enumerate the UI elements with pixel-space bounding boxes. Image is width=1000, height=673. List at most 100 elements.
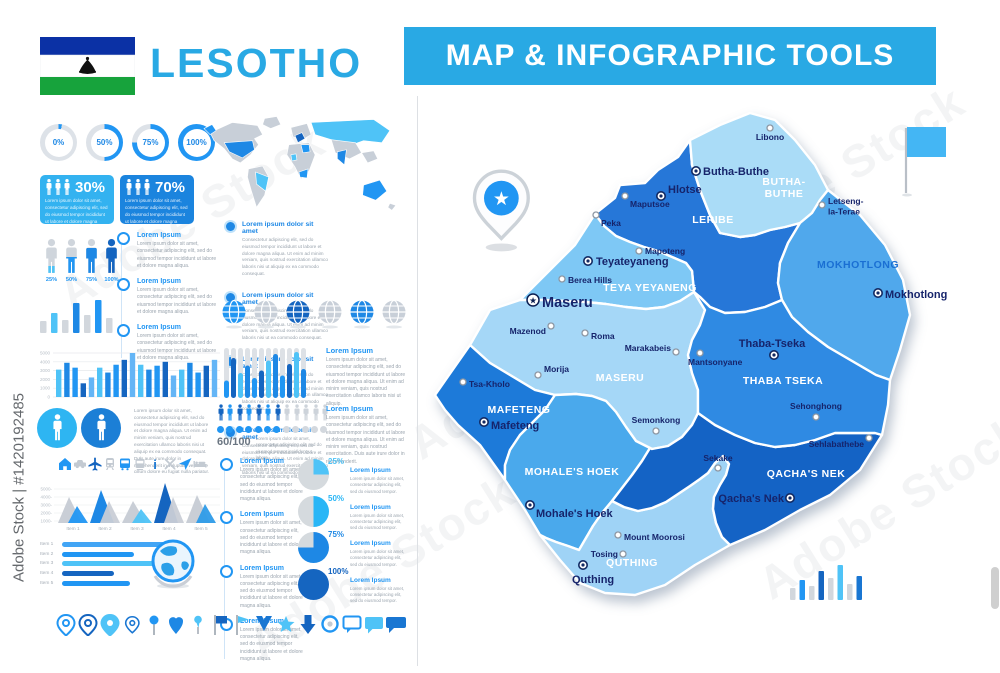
district-label: MAFETENG [488,404,551,416]
person-icon [313,404,319,421]
percent-label: 25% [45,277,58,283]
city-label: Mantsonyane [688,357,743,367]
timeline-list: Lorem Ipsum Lorem ipsum dolor sit amet, … [117,232,223,370]
pie-body: Lorem ipsum dolor sit amet, consectetur … [350,549,405,567]
bar [179,369,185,397]
axis-tick: 0 [47,395,50,400]
city-marker-dot [528,503,532,507]
hbar-row: Item 4 [40,569,200,579]
item-body: Lorem ipsum dolor sit amet, consectetur … [137,333,217,361]
district-label: QACHA'S NEK [767,468,846,480]
bar [195,372,201,397]
bar [828,578,834,600]
city-label: Mapoteng [645,246,685,256]
bar [790,588,796,600]
stat-value: 70% [155,179,186,196]
bar [154,365,160,397]
city-label: Mount Moorosi [624,532,685,542]
person-icon [52,414,62,441]
town-marker [558,275,566,283]
hbar [62,551,134,557]
person-icon [246,404,252,421]
dot-icon [282,426,290,433]
feature-body: Consectetur adipiscing elit, sed do eius… [242,237,328,277]
person-icon [237,404,243,421]
town-marker [652,427,660,435]
city-label: Thaba-Tseka [739,338,806,350]
city-label: Tsa-Kholo [469,379,510,389]
country-shape [433,111,912,597]
bar [837,565,843,600]
district-label: MOKHOTLONG [817,259,899,271]
timeline-dot-icon [117,278,130,291]
bar [84,315,91,333]
globe-icon [286,299,310,329]
bar [138,364,144,397]
axis-label: Item 3 [130,526,144,532]
bar [146,369,152,397]
axis-label: Item 4 [162,526,176,532]
speech-bubble-filled-icon [365,617,383,634]
hbar-row: Item 2 [40,550,200,560]
capsule-fill [280,375,285,398]
person-icon [227,404,234,421]
city-label: Teyateyaneng [596,256,669,268]
stat-card: 30% Lorem ipsum dolor sit amet, consecte… [40,175,114,231]
timeline-dot-icon [220,458,233,471]
hbar-row: Item 3 [40,559,200,569]
item-body: Lorem ipsum dolor sit amet, consectetur … [137,241,217,269]
item-body: Lorem ipsum dolor sit amet, consectetur … [240,626,303,662]
person-fill-chart [83,239,100,275]
dot-icon [235,426,243,433]
capsule-fill [301,369,306,398]
person-icon [55,179,61,195]
item-heading: Lorem Ipsum [137,324,181,331]
donut-chart: 0% [40,124,77,161]
flag-triangle-icon [236,615,249,635]
city-label: Mazenod [510,326,546,336]
bar [106,318,113,333]
peak [132,509,152,523]
town-marker [696,349,704,357]
city-label: Roma [591,331,615,341]
area-chart: 5000- 4000- 3000- 2000- 1000- Item 1 Ite… [40,483,220,532]
capsule-fill [252,378,257,398]
person-icon [265,404,271,421]
person-fill-chart [43,239,60,275]
capsule-fill [231,358,236,398]
female-circle-icon [81,408,121,448]
district-label: TEYA YEYANENG [603,282,697,294]
world-map [203,116,397,211]
bar [818,571,824,600]
heart-pin-icon [169,617,183,634]
town-marker [672,348,680,356]
feature-heading: Lorem ipsum dolor sit amet [242,291,314,306]
capsule-fill [259,370,264,398]
person-icon [46,179,52,195]
axis-tick: 5000- [40,487,52,492]
timeline-dot-icon [220,564,233,578]
pie-heading: Lorem Ipsum [350,576,391,584]
note-body: Lorem ipsum dolor sit amet, consectetur … [326,357,406,407]
axis-label: Item 5 [194,526,208,532]
globe-icon [350,299,374,329]
city-label: Quthing [572,574,614,586]
town-marker [459,378,467,386]
flag-icon [214,615,227,635]
dot-icon [217,426,224,433]
district-label: QUTHING [606,557,658,569]
capsule-fill [294,352,299,398]
pie-heading: Lorem Ipsum [350,540,391,547]
bar [799,580,805,600]
bar-chart: 5000 4000 3000 2000 1000 0 [40,351,220,400]
timeline-item: Lorem Ipsum Lorem ipsum dolor sit amet, … [220,564,306,610]
percent-label: 75% [85,277,98,283]
axis-tick: 4000 [40,359,51,364]
donut-label: 75% [142,138,159,147]
lesotho-flag [40,37,135,95]
item-body: Lorem ipsum dolor sit amet, consectetur … [240,520,303,556]
feature-heading: Lorem ipsum dolor sit amet [242,221,314,235]
feature-body: Consectetur adipiscing elit, sed do eius… [242,442,328,476]
timeline-item: Lorem Ipsum Lorem ipsum dolor sit amet, … [117,232,223,270]
